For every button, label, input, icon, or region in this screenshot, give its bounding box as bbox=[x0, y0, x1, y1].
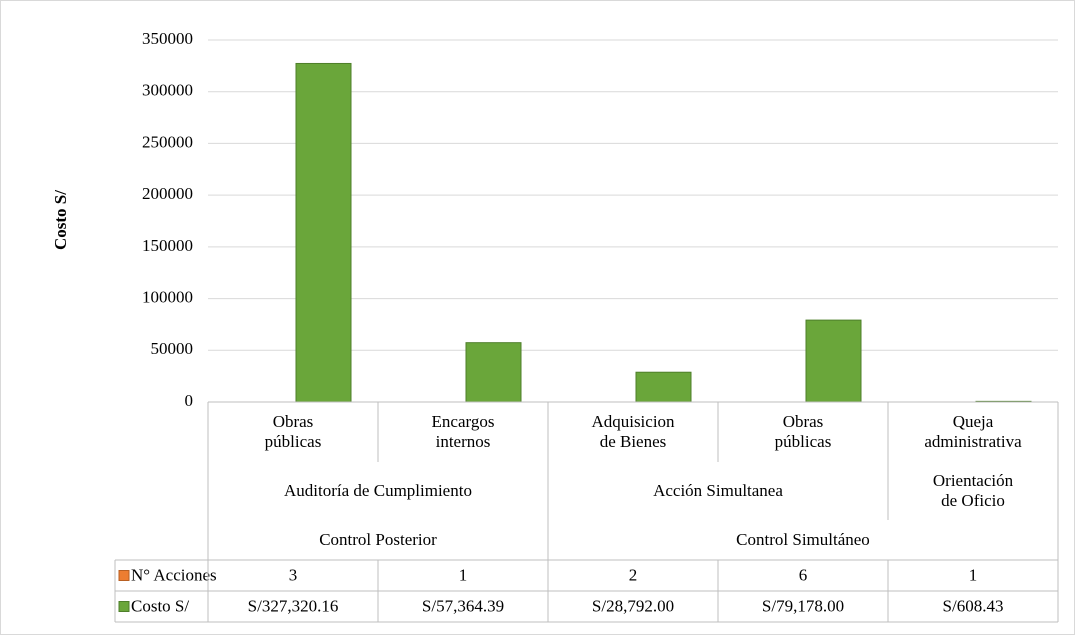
category-group-label: Control Simultáneo bbox=[736, 530, 870, 549]
table-value: 2 bbox=[629, 565, 638, 584]
y-tick-label: 150000 bbox=[142, 236, 193, 255]
y-tick-label: 350000 bbox=[142, 29, 193, 48]
category-group-label: Acción Simultanea bbox=[653, 481, 783, 500]
table-value: 1 bbox=[459, 565, 468, 584]
table-value: S/57,364.39 bbox=[422, 596, 504, 615]
y-tick-label: 200000 bbox=[142, 184, 193, 203]
y-tick-label: 0 bbox=[185, 391, 194, 410]
category-group-label: Control Posterior bbox=[319, 530, 437, 549]
category-label: Queja administrativa bbox=[924, 412, 1022, 451]
category-group-label: Auditoría de Cumplimiento bbox=[284, 481, 472, 500]
category-group-label: Orientación de Oficio bbox=[932, 471, 1014, 510]
category-label: Adquisicion de Bienes bbox=[591, 412, 675, 451]
table-value: S/608.43 bbox=[943, 596, 1004, 615]
category-label: Encargos internos bbox=[431, 412, 495, 451]
legend-key bbox=[118, 601, 130, 612]
legend-label: N° Acciones bbox=[131, 565, 217, 584]
y-tick-label: 50000 bbox=[151, 339, 194, 358]
bar bbox=[635, 371, 692, 403]
table-value: S/327,320.16 bbox=[248, 596, 339, 615]
bar bbox=[465, 342, 522, 403]
y-tick-label: 100000 bbox=[142, 287, 193, 306]
table-value: 3 bbox=[289, 565, 298, 584]
table-value: S/28,792.00 bbox=[592, 596, 674, 615]
category-label: Obras públicas bbox=[774, 412, 832, 451]
y-tick-label: 250000 bbox=[142, 132, 193, 151]
table-value: S/79,178.00 bbox=[762, 596, 844, 615]
legend-key bbox=[118, 570, 130, 581]
table-value: 6 bbox=[799, 565, 808, 584]
y-tick-label: 300000 bbox=[142, 81, 193, 100]
bar bbox=[295, 62, 352, 403]
category-label: Obras públicas bbox=[264, 412, 322, 451]
y-axis-label: Costo S/ bbox=[51, 190, 70, 250]
bar bbox=[805, 319, 862, 403]
legend-label: Costo S/ bbox=[131, 596, 189, 615]
table-value: 1 bbox=[969, 565, 978, 584]
